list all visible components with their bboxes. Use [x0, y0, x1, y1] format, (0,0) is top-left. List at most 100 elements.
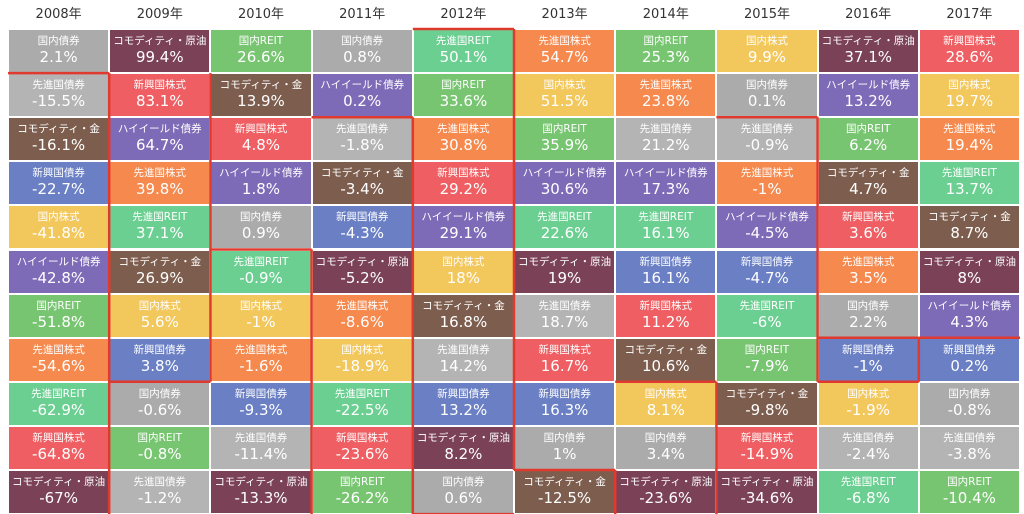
- return-cell: ハイイールド債券 17.3%: [615, 161, 717, 206]
- asset-class-label: 先進国REIT: [334, 387, 390, 400]
- return-value: 37.1%: [135, 224, 184, 243]
- return-value: 39.8%: [135, 180, 184, 199]
- return-cell: 先進国REIT 22.6%: [514, 205, 616, 250]
- return-cell: 先進国REIT 37.1%: [109, 205, 211, 250]
- year-header: 2013年: [541, 7, 588, 22]
- asset-class-label: 新興国債券: [740, 255, 794, 268]
- return-value: 5.6%: [140, 312, 179, 331]
- return-cell: 先進国株式 3.5%: [817, 249, 919, 294]
- asset-class-label: 新興国株式: [437, 167, 490, 180]
- asset-class-label: 国内債券: [644, 431, 687, 444]
- return-value: -34.6%: [740, 489, 794, 507]
- return-value: 0.2%: [950, 356, 989, 375]
- asset-class-label: 国内REIT: [441, 79, 486, 92]
- return-cell: 国内REIT 26.6%: [210, 29, 312, 74]
- return-cell: ハイイールド債券 30.6%: [514, 161, 616, 206]
- asset-class-label: 国内株式: [948, 79, 991, 92]
- return-cell: 新興国債券 -1%: [817, 337, 919, 382]
- return-value: 3.4%: [646, 444, 685, 463]
- return-value: 33.6%: [439, 92, 488, 111]
- return-cell: コモディティ・原油 -5.2%: [311, 249, 413, 294]
- return-value: -3.4%: [340, 180, 384, 199]
- return-cell: 国内株式 -41.8%: [8, 205, 110, 250]
- return-cell: コモディティ・金 4.7%: [817, 161, 919, 206]
- asset-class-label: コモディティ・金: [725, 387, 809, 400]
- year-header: 2015年: [743, 7, 791, 22]
- asset-class-label: 新興国株式: [335, 431, 389, 444]
- return-value: 16.3%: [540, 400, 589, 419]
- return-cell: 新興国債券 16.3%: [514, 381, 616, 426]
- return-value: 83.1%: [135, 92, 184, 111]
- return-cell: 国内REIT 6.2%: [817, 117, 919, 162]
- asset-class-label: 新興国債券: [437, 387, 490, 400]
- return-value: -51.8%: [32, 312, 86, 331]
- return-value: -7.9%: [745, 356, 789, 375]
- asset-class-label: 国内REIT: [845, 123, 891, 136]
- return-value: 18.7%: [540, 312, 589, 331]
- return-cell: 国内株式 -1.9%: [817, 381, 919, 426]
- return-value: -0.9%: [745, 136, 789, 155]
- asset-class-label: コモディティ・原油: [214, 476, 308, 488]
- return-value: 64.7%: [135, 136, 184, 155]
- asset-class-label: 国内REIT: [137, 431, 182, 444]
- return-value: 14.2%: [439, 356, 488, 375]
- return-cell: 新興国債券 -9.3%: [210, 381, 312, 426]
- return-cell: コモディティ・原油 37.1%: [817, 29, 919, 74]
- asset-class-label: 新興国株式: [740, 431, 794, 444]
- asset-class-label: 国内債券: [847, 299, 890, 312]
- return-cell: 国内債券 0.9%: [210, 205, 312, 250]
- return-cell: 新興国債券 3.8%: [109, 337, 211, 382]
- return-cell: 国内株式 5.6%: [109, 293, 211, 338]
- year-header: 2008年: [35, 7, 82, 22]
- return-value: 26.6%: [237, 48, 285, 66]
- asset-class-label: 先進国株式: [943, 123, 996, 136]
- return-cell: 国内債券 0.8%: [311, 29, 413, 74]
- asset-class-label: 先進国株式: [335, 299, 389, 312]
- asset-class-label: ハイイールド債券: [117, 123, 202, 136]
- return-value: 4.7%: [849, 180, 888, 199]
- return-cell: ハイイールド債券 4.3%: [918, 293, 1020, 338]
- asset-class-label: ハイイールド債券: [522, 167, 607, 180]
- asset-class-label: 新興国株式: [538, 343, 591, 356]
- asset-class-label: ハイイールド債券: [623, 167, 708, 180]
- return-value: 8%: [957, 268, 982, 287]
- asset-class-label: 先進国REIT: [537, 211, 593, 224]
- return-value: -1%: [246, 312, 276, 331]
- return-value: -54.6%: [32, 356, 86, 375]
- return-value: 9.9%: [747, 48, 787, 66]
- asset-class-label: 国内株式: [847, 387, 890, 400]
- return-cell: 国内REIT 33.6%: [412, 73, 514, 118]
- asset-class-label: 先進国REIT: [840, 476, 896, 488]
- return-cell: コモディティ・金 -12.5%: [514, 470, 616, 514]
- return-value: -1.9%: [846, 400, 890, 419]
- return-value: -9.8%: [745, 400, 789, 419]
- return-cell: 国内REIT 25.3%: [615, 29, 717, 74]
- return-cell: 新興国債券 13.2%: [412, 381, 514, 426]
- year-header: 2012年: [440, 7, 487, 22]
- return-value: 21.2%: [641, 136, 690, 155]
- return-value: 4.3%: [950, 312, 989, 331]
- return-cell: 先進国株式 -1%: [716, 161, 818, 206]
- asset-class-label: 先進国債券: [639, 123, 693, 136]
- return-value: 22.6%: [540, 224, 589, 243]
- asset-class-label: 先進国REIT: [132, 211, 188, 224]
- return-cell: 国内債券 1%: [514, 425, 616, 470]
- return-cell: 新興国債券 0.2%: [918, 337, 1020, 382]
- asset-class-label: 先進国株式: [841, 255, 895, 268]
- return-value: -16.1%: [32, 136, 86, 155]
- return-cell: 新興国株式 -23.6%: [311, 425, 413, 470]
- return-value: 25.3%: [641, 48, 690, 66]
- return-cell: ハイイールド債券 -42.8%: [8, 249, 110, 294]
- return-cell: 国内債券 -0.8%: [918, 381, 1020, 426]
- return-cell: コモディティ・原油 8%: [918, 249, 1020, 294]
- asset-class-label: 先進国債券: [538, 299, 591, 312]
- asset-class-label: 新興国債券: [335, 211, 389, 224]
- return-cell: コモディティ・原油 99.4%: [109, 29, 211, 74]
- return-value: 8.7%: [950, 224, 989, 243]
- return-value: 0.2%: [343, 92, 382, 111]
- return-value: -6%: [752, 312, 782, 331]
- return-cell: 新興国株式 -64.8%: [8, 425, 110, 470]
- return-cell: コモディティ・原油 8.2%: [412, 425, 514, 470]
- asset-class-label: コモディティ・原油: [315, 255, 409, 268]
- return-cell: 先進国株式 -8.6%: [311, 293, 413, 338]
